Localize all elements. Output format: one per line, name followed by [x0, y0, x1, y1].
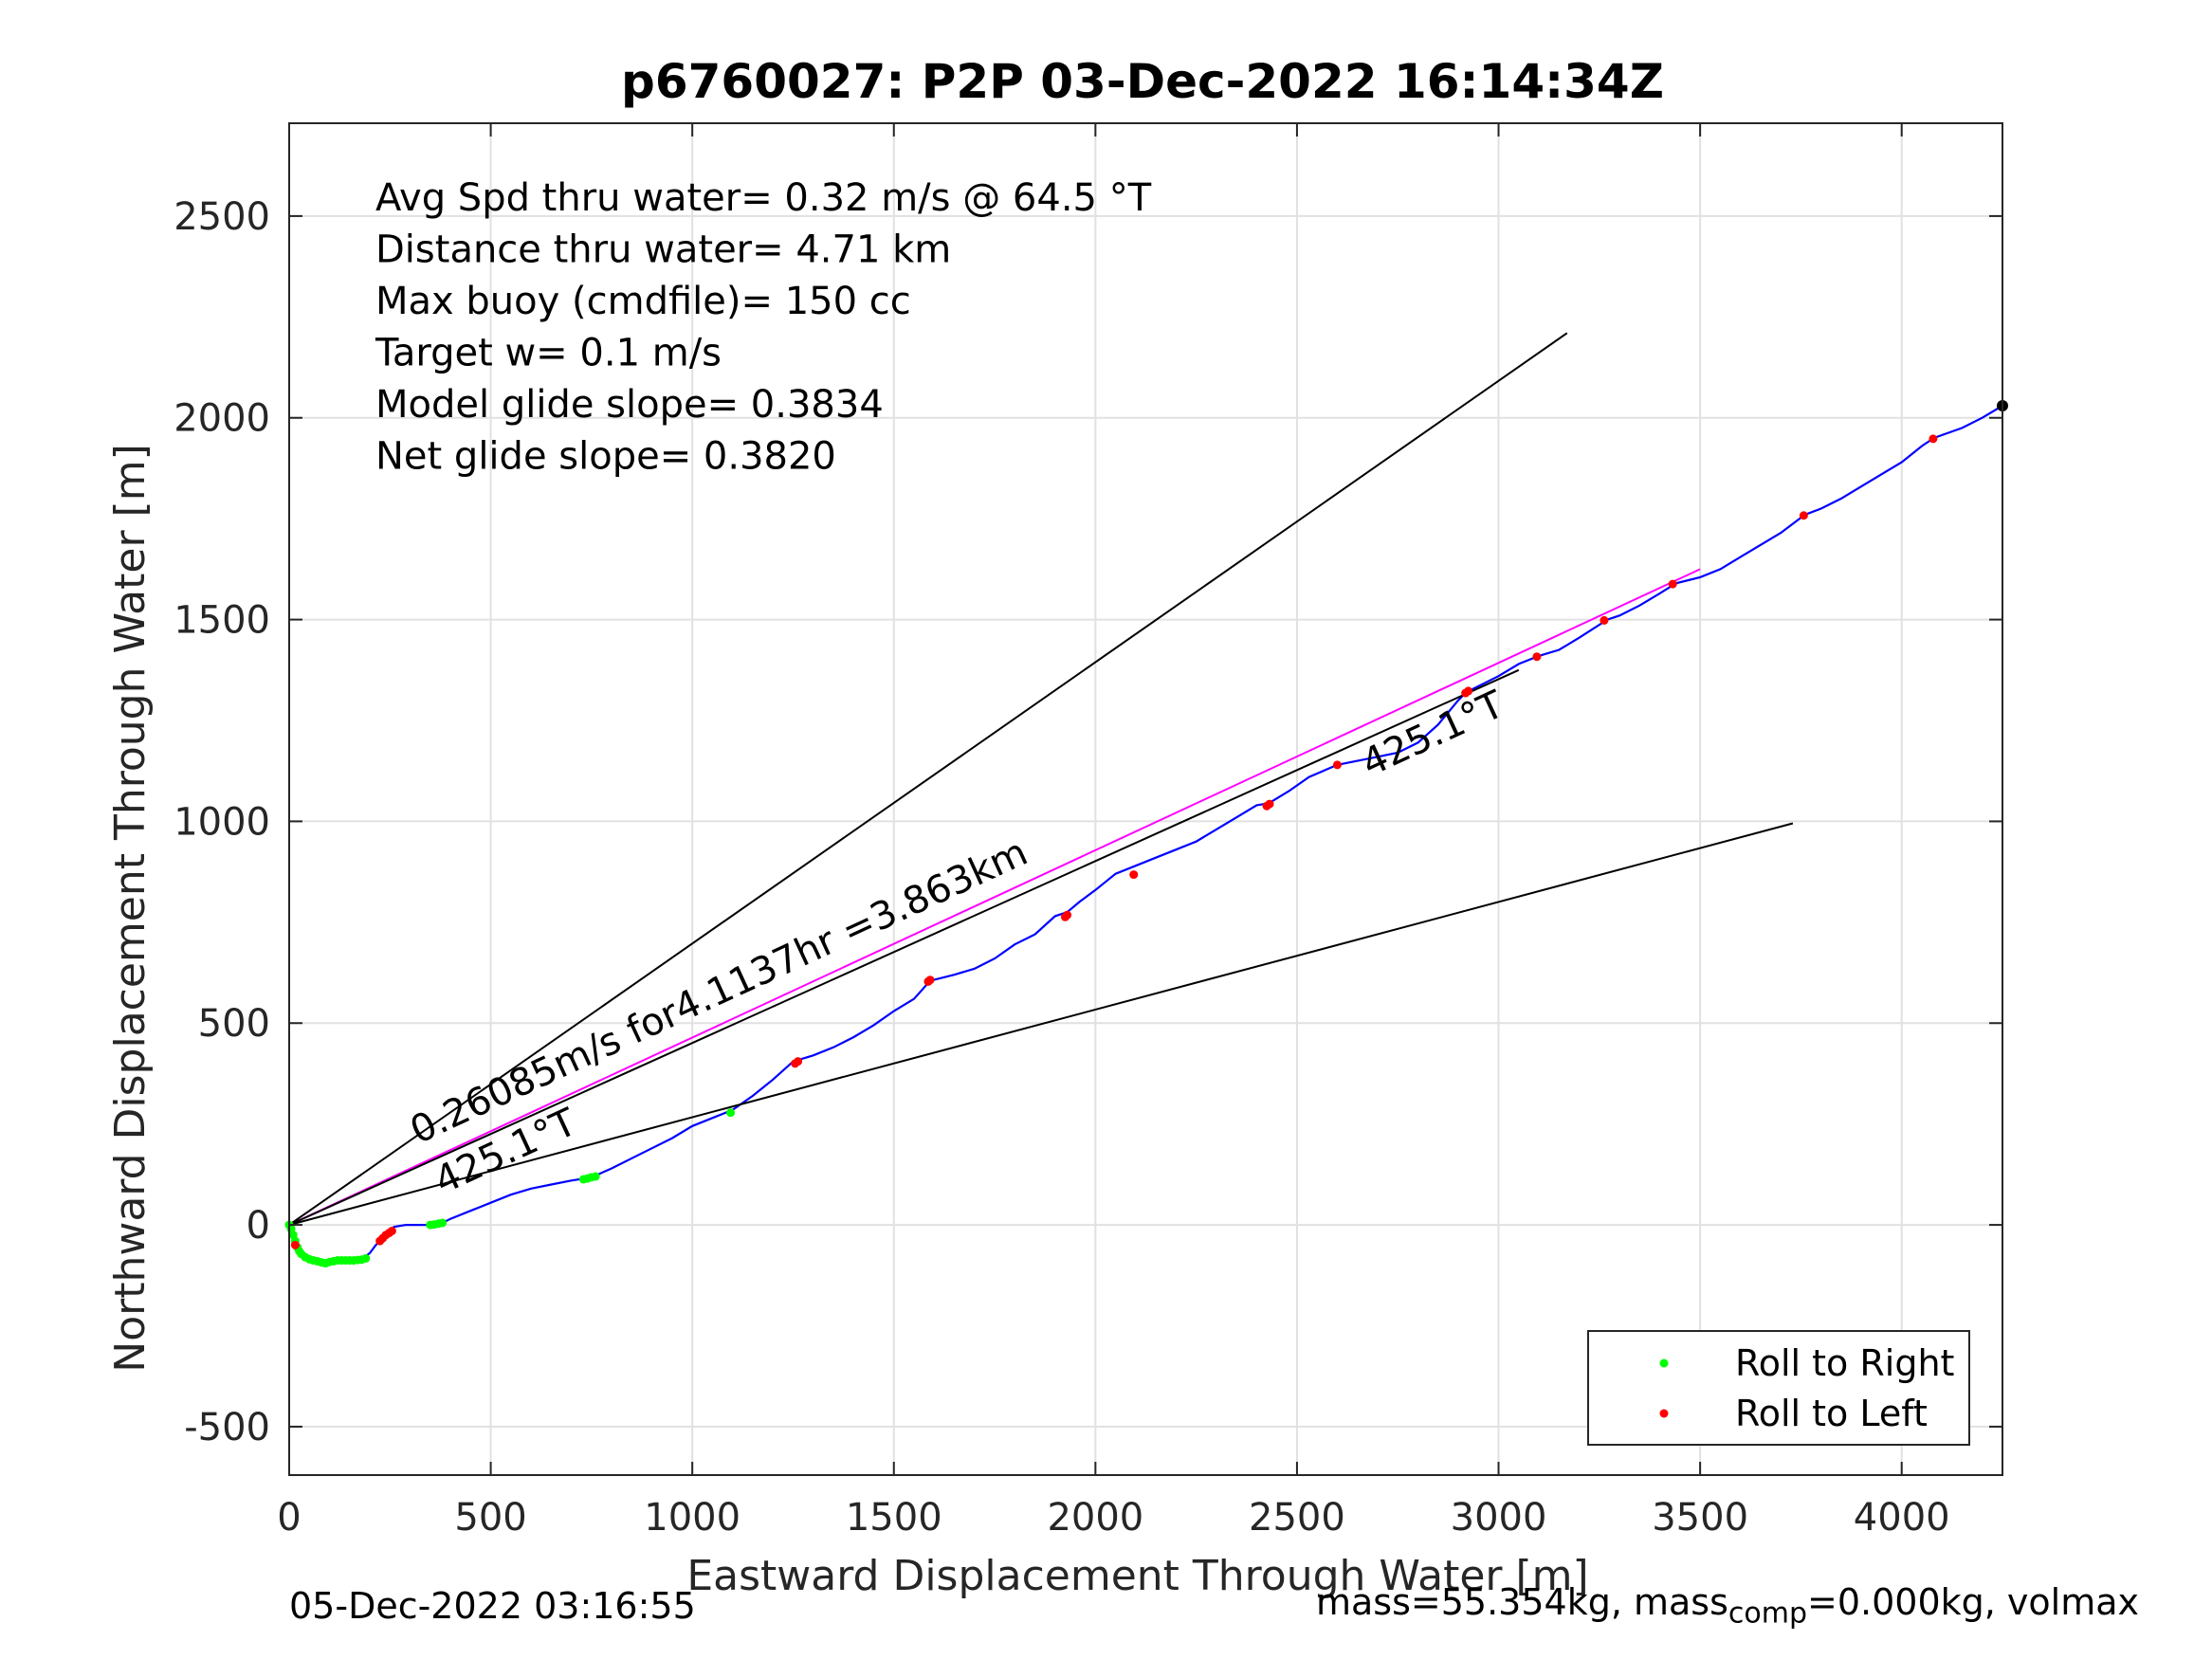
data-point	[361, 1253, 371, 1263]
data-point	[726, 1108, 736, 1118]
data-point	[1265, 799, 1274, 809]
legend-marker	[1659, 1358, 1669, 1368]
footer-mass-subscript: comp	[1728, 1596, 1808, 1631]
reference-line	[288, 568, 1701, 1227]
data-point	[1063, 910, 1072, 920]
x-tick-label: 2500	[1249, 1496, 1345, 1540]
series-layer	[284, 332, 2008, 1268]
legend-box	[1587, 1330, 1970, 1446]
y-tick-label: 2500	[174, 195, 270, 239]
footer-timestamp: 05-Dec-2022 03:16:55	[289, 1585, 696, 1627]
info-line: Avg Spd thru water= 0.32 m/s @ 64.5 °T	[375, 176, 1152, 220]
data-point	[1799, 511, 1808, 520]
data-point	[591, 1172, 600, 1181]
data-point	[1929, 434, 1938, 444]
ticks: 0 500 1000 1500 2000 2500 3000 3500 4000 -500 0 500…	[174, 123, 2002, 1540]
x-tick-label: 500	[454, 1496, 526, 1540]
data-point	[1600, 615, 1609, 625]
data-point	[1668, 579, 1677, 589]
axes-box	[288, 122, 2003, 1476]
x-tick-label: 1500	[846, 1496, 942, 1540]
data-point	[925, 975, 935, 985]
data-point	[794, 1057, 803, 1066]
reference-line	[288, 668, 1520, 1227]
data-point	[387, 1226, 396, 1235]
info-line: Max buoy (cmdfile)= 150 cc	[375, 280, 911, 323]
info-text: Avg Spd thru water= 0.32 m/s @ 64.5 °T Di…	[375, 176, 1152, 479]
y-tick-label: 0	[247, 1204, 270, 1248]
data-point	[1532, 652, 1542, 662]
data-point	[438, 1218, 448, 1228]
legend-label: Roll to Right	[1735, 1342, 1954, 1384]
x-tick-label: 2000	[1047, 1496, 1143, 1540]
chart-title: p6760027: P2P 03-Dec-2022 16:14:34Z	[621, 54, 1664, 109]
x-tick-label: 4000	[1854, 1496, 1950, 1540]
x-tick-label: 3000	[1451, 1496, 1547, 1540]
data-point	[1332, 760, 1342, 770]
y-axis-label: Northward Displacement Through Water [m]	[106, 444, 155, 1372]
data-point	[1129, 870, 1139, 880]
x-tick-label: 0	[277, 1496, 301, 1540]
footer-mass-tail: =0.000kg, volmax	[1807, 1581, 2140, 1623]
legend: Roll to Right Roll to Left	[1587, 1330, 1970, 1446]
info-line: Distance thru water= 4.71 km	[375, 228, 951, 272]
data-point	[290, 1240, 300, 1249]
legend-label: Roll to Left	[1735, 1393, 1928, 1434]
footer-mass-info: mass=55.354kg, masscomp=0.000kg, volmax	[1316, 1581, 2139, 1631]
data-point	[1464, 686, 1473, 696]
legend-marker	[1659, 1409, 1669, 1418]
x-tick-label: 1000	[644, 1496, 740, 1540]
reference-line	[288, 822, 1794, 1227]
y-tick-label: 1500	[174, 599, 270, 643]
y-tick-label: 1000	[174, 800, 270, 844]
x-tick-label: 3500	[1652, 1496, 1748, 1540]
info-line: Target w= 0.1 m/s	[375, 332, 722, 375]
footer-mass-text: mass=55.354kg, mass	[1316, 1581, 1728, 1623]
y-tick-label: -500	[184, 1406, 270, 1449]
reference-line	[288, 332, 1568, 1226]
info-line: Net glide slope= 0.3820	[375, 435, 836, 479]
y-tick-label: 500	[198, 1002, 270, 1046]
x-axis-label: Eastward Displacement Through Water [m]	[686, 1552, 1588, 1600]
y-tick-label: 2000	[174, 397, 270, 441]
info-line: Model glide slope= 0.3834	[375, 383, 884, 427]
